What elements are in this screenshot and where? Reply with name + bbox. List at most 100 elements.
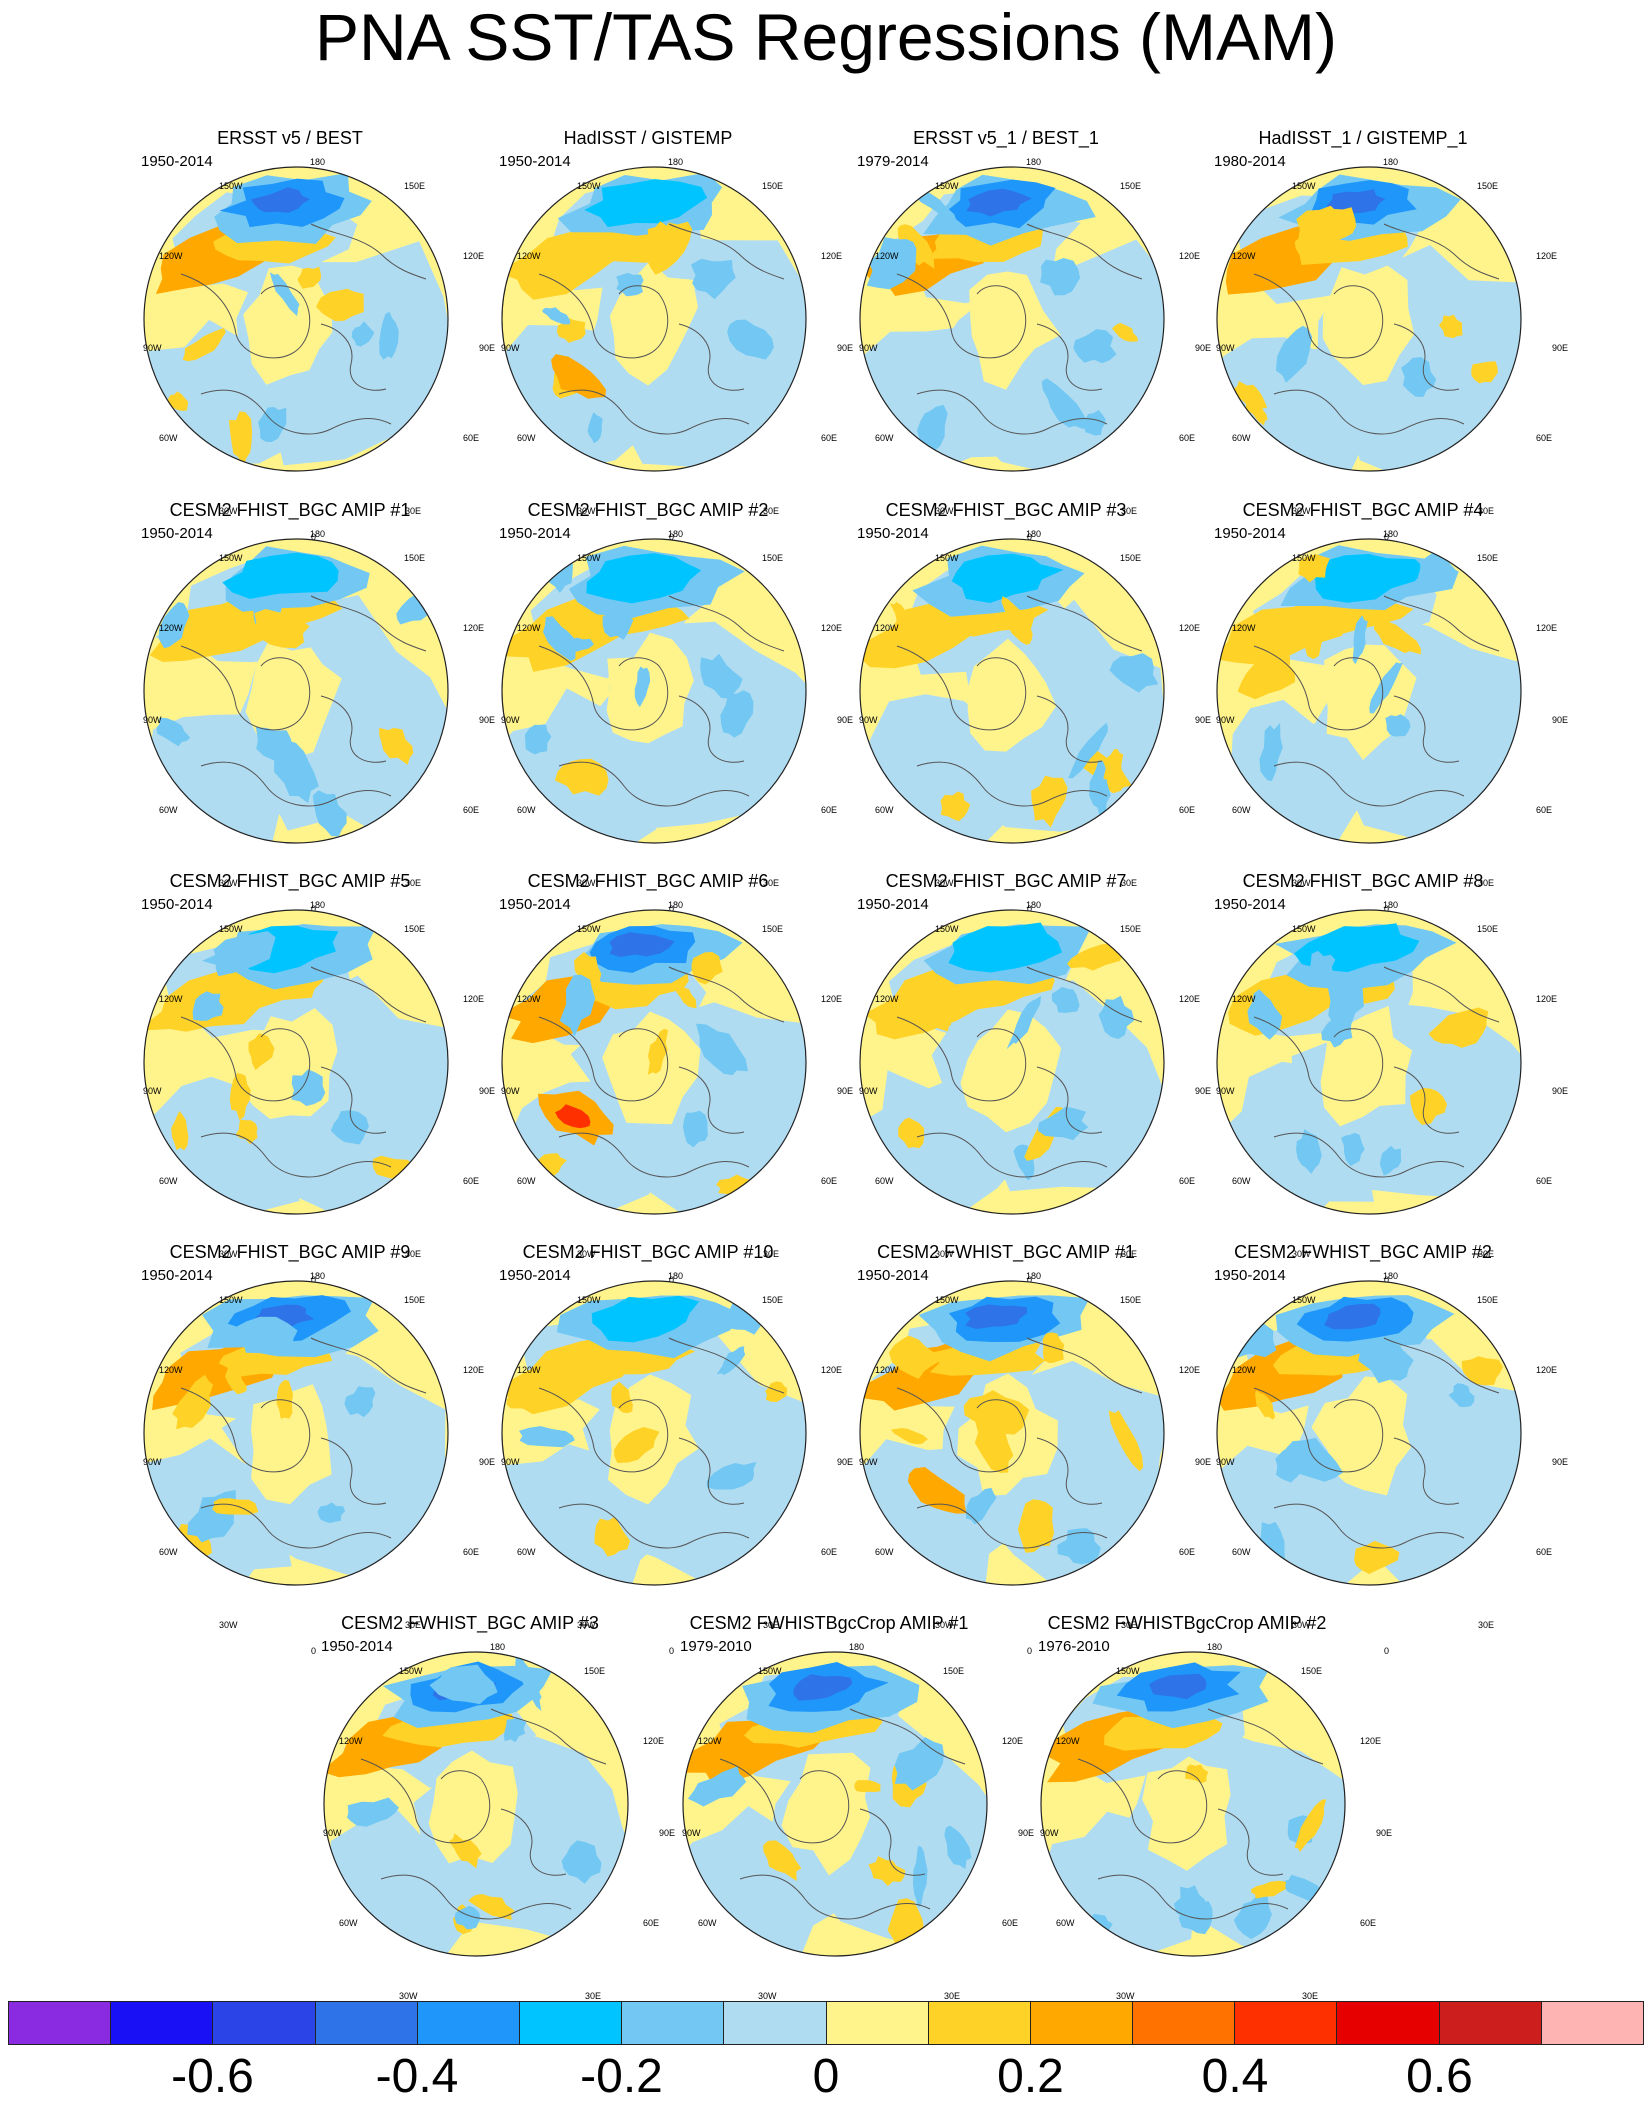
longitude-label: 30W [219,878,238,888]
panel-period: 1979-2010 [680,1638,752,1655]
panel-title: CESM2 FHIST_BGC AMIP #5 [169,871,411,891]
colorbar-box [1133,2002,1236,2044]
colorbar-box [724,2002,827,2044]
longitude-label: 90E [1552,1457,1569,1467]
longitude-label: 90E [1195,715,1212,725]
longitude-label: 60W [517,433,536,443]
colorbar [8,2001,1644,2045]
longitude-label: 0 [669,532,675,542]
longitude-label: 180 [1383,900,1399,910]
polar-stereographic-map [859,909,1165,1215]
colorbar-box [1030,2002,1134,2044]
longitude-label: 60E [463,1547,480,1557]
colorbar-tick-label: -0.4 [375,2050,459,2103]
longitude-label: 60E [1360,1918,1377,1928]
longitude-label: 150E [1120,181,1142,191]
longitude-label: 150E [1120,553,1142,563]
longitude-label: 90W [1216,1086,1235,1096]
longitude-label: 90W [501,343,520,353]
map-panel: CESM2 FWHISTBgcCrop AMIP #1 1979-2010 180 1… [664,1613,1034,2027]
longitude-label: 120W [875,1365,899,1375]
longitude-label: 150W [577,553,601,563]
longitude-label: 120E [821,623,843,633]
longitude-label: 0 [311,532,317,542]
longitude-label: 30W [577,1249,596,1259]
longitude-label: 150W [935,553,959,563]
longitude-label: 150W [219,1295,243,1305]
panel-title: HadISST / GISTEMP [563,128,733,148]
longitude-label: 90E [479,1457,496,1467]
longitude-label: 60E [1536,433,1553,443]
panel-title: CESM2 FHIST_BGC AMIP #4 [1242,500,1484,520]
longitude-label: 150E [762,181,784,191]
map-panel: ERSST v5_1 / BEST_1 1979-2014 180 150E 120E 9… [841,128,1211,542]
longitude-label: 0 [311,1275,317,1285]
panel-title: CESM2 FWHIST_BGC AMIP #2 [1234,1242,1492,1262]
colorbar-box [1337,2002,1440,2044]
longitude-label: 30E [763,1249,780,1259]
colorbar-box [1439,2002,1542,2044]
polar-stereographic-map [859,166,1165,472]
longitude-label: 150E [1301,1666,1323,1676]
longitude-label: 90E [837,715,854,725]
polar-stereographic-map [501,1280,807,1586]
longitude-label: 180 [310,1271,326,1281]
map-panel: CESM2 FHIST_BGC AMIP #6 1950-2014 180 150E 1… [483,871,853,1285]
longitude-label: 60E [463,1176,480,1186]
panel-title: ERSST v5 / BEST [217,128,363,148]
colorbar-tick-label: 0.2 [997,2050,1064,2103]
longitude-label: 30W [935,506,954,516]
longitude-label: 60E [1179,433,1196,443]
longitude-label: 60W [875,805,894,815]
longitude-label: 180 [668,900,684,910]
longitude-label: 180 [1026,157,1042,167]
longitude-label: 150W [219,181,243,191]
map-panel: CESM2 FHIST_BGC AMIP #3 1950-2014 180 150E 1… [841,500,1211,914]
longitude-label: 90E [1018,1828,1035,1838]
longitude-label: 120W [159,1365,183,1375]
longitude-label: 90E [659,1828,676,1838]
longitude-label: 30E [405,1249,422,1259]
longitude-label: 60W [875,433,894,443]
longitude-label: 180 [310,900,326,910]
longitude-label: 60W [159,1176,178,1186]
longitude-label: 60W [1232,805,1251,815]
longitude-label: 30E [1478,1249,1495,1259]
longitude-label: 60E [463,433,480,443]
longitude-label: 0 [1027,1646,1033,1656]
polar-stereographic-map [1216,909,1522,1215]
longitude-label: 30W [577,878,596,888]
longitude-label: 30E [405,1620,422,1630]
longitude-label: 120E [1002,1736,1024,1746]
longitude-label: 30W [399,1991,418,2001]
panel-title: CESM2 FHIST_BGC AMIP #3 [885,500,1127,520]
longitude-label: 60E [821,1547,838,1557]
panel-period: 1950-2014 [1214,1267,1286,1284]
longitude-label: 90W [682,1828,701,1838]
longitude-label: 180 [310,157,326,167]
longitude-label: 30W [935,1249,954,1259]
longitude-label: 30E [1121,506,1138,516]
map-panel: CESM2 FWHIST_BGC AMIP #2 1950-2014 180 150E… [1198,1242,1568,1656]
longitude-label: 60E [1179,1547,1196,1557]
longitude-label: 150W [1116,1666,1140,1676]
panel-period: 1950-2014 [1214,896,1286,913]
longitude-label: 0 [1384,1275,1390,1285]
longitude-label: 30E [585,1991,602,2001]
panel-period: 1950-2014 [1214,525,1286,542]
longitude-label: 30E [763,878,780,888]
longitude-label: 120W [1232,1365,1256,1375]
longitude-label: 180 [310,529,326,539]
longitude-label: 60E [463,805,480,815]
longitude-label: 60W [1056,1918,1075,1928]
longitude-label: 150E [943,1666,965,1676]
longitude-label: 0 [1027,532,1033,542]
panel-period: 1950-2014 [141,525,213,542]
longitude-label: 60E [1002,1918,1019,1928]
longitude-label: 150E [584,1666,606,1676]
longitude-label: 60E [1179,1176,1196,1186]
figure-title: PNA SST/TAS Regressions (MAM) [314,0,1337,74]
longitude-label: 90E [837,1457,854,1467]
longitude-label: 120W [1232,251,1256,261]
longitude-label: 30W [219,506,238,516]
